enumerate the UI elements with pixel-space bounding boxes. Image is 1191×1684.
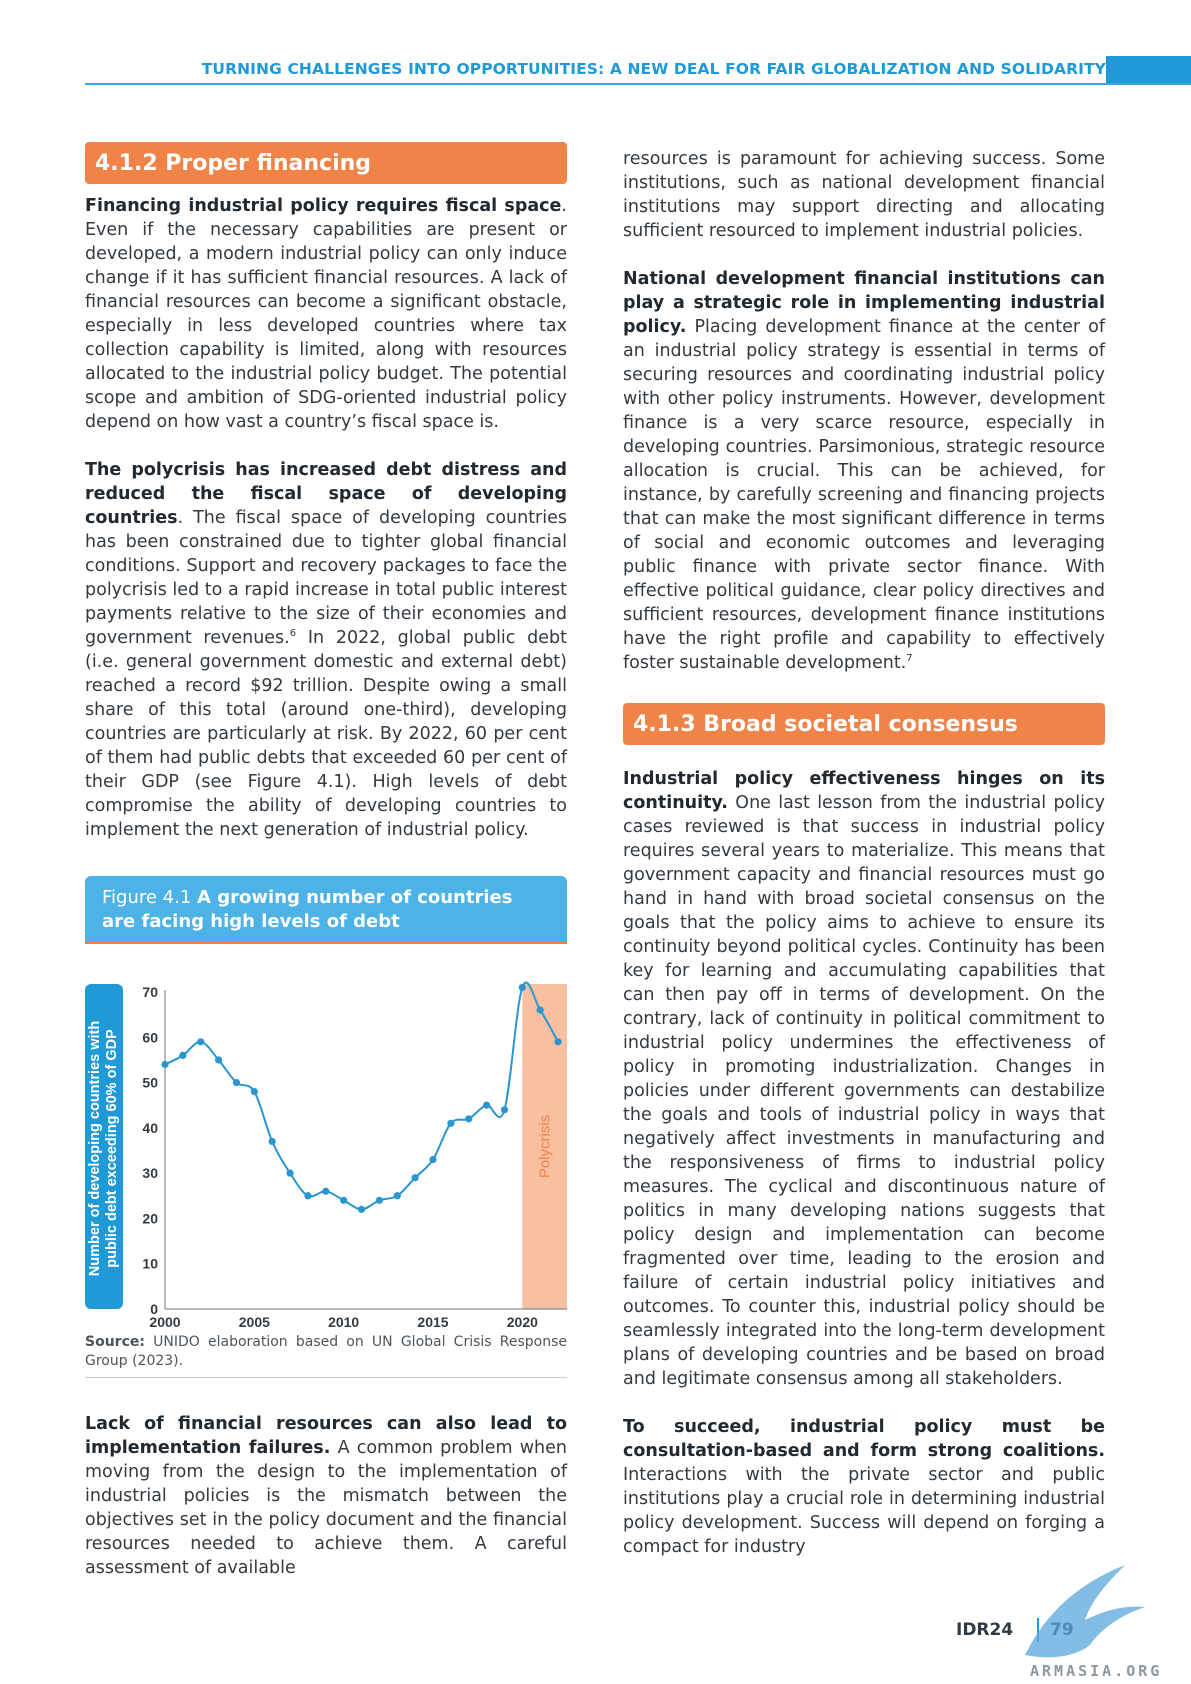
y-tick-label: 60 <box>142 1029 158 1045</box>
figure-title: A growing number of countries are facing… <box>102 887 513 932</box>
y-tick-label: 20 <box>142 1210 158 1226</box>
data-point <box>197 1038 205 1046</box>
source-label: Source: <box>85 1334 145 1350</box>
section-heading-proper-financing: 4.1.2 Proper financing <box>85 142 567 184</box>
data-point <box>429 1155 437 1164</box>
y-tick-label: 70 <box>142 984 158 1000</box>
data-point <box>232 1078 241 1087</box>
text-polycrisis-b: In 2022, global public debt (i.e. genera… <box>85 628 567 840</box>
paragraph-resources: resources is paramount for achieving suc… <box>623 149 1105 241</box>
running-header: TURNING CHALLENGES INTO OPPORTUNITIES: A… <box>201 60 1106 78</box>
y-tick-label: 30 <box>142 1165 158 1181</box>
source-rule <box>85 1377 567 1378</box>
data-point <box>536 1006 544 1014</box>
data-point <box>322 1187 330 1195</box>
data-point <box>465 1115 473 1123</box>
lead-development-finance: National development financial instituti… <box>623 269 1105 337</box>
y-tick-label: 0 <box>150 1301 158 1317</box>
data-point <box>375 1196 383 1204</box>
y-axis-label-bar <box>85 984 123 1309</box>
bird-icon <box>1025 1565 1145 1658</box>
text-continuity: One last lesson from the industrial poli… <box>623 793 1105 1389</box>
header-accent-tab <box>1106 56 1191 83</box>
left-column: 4.1.2 Proper financing Financing industr… <box>85 142 567 1580</box>
text-implementation-failures: A common problem when moving from the de… <box>85 1438 567 1578</box>
data-point <box>215 1056 223 1064</box>
watermark-text: ARMASIA.ORG <box>1030 1662 1163 1680</box>
lead-polycrisis: The polycrisis has increased debt distre… <box>85 460 567 528</box>
text-development-finance: Placing development finance at the cente… <box>623 317 1105 673</box>
footnote-ref-6[interactable]: 6 <box>289 628 297 640</box>
figure-label: Figure 4.1 <box>102 887 198 908</box>
text-polycrisis-a: . The fiscal space of developing countri… <box>85 508 567 648</box>
text-coalitions: Interactions with the private sector and… <box>623 1465 1105 1557</box>
paragraph-implementation-failures: Lack of financial resources can also lea… <box>85 1412 567 1580</box>
polycrisis-label: Polycrisis <box>537 1115 554 1178</box>
watermark-logo <box>1025 1565 1145 1658</box>
source-text: UNIDO elaboration based on UN Global Cri… <box>85 1334 567 1369</box>
polycrisis-shade <box>522 984 567 1309</box>
lead-fiscal-space: Financing industrial policy requires fis… <box>85 196 562 216</box>
y-tick-label: 10 <box>142 1256 158 1272</box>
data-point <box>161 1060 169 1069</box>
x-tick-label: 2000 <box>149 1314 180 1330</box>
figure-title-bar: Figure 4.1 A growing number of countries… <box>85 876 567 944</box>
data-point <box>411 1174 419 1182</box>
x-tick-label: 2005 <box>239 1314 270 1330</box>
data-point <box>483 1101 491 1109</box>
lead-implementation-failures: Lack of financial resources can also lea… <box>85 1414 567 1458</box>
header-rule <box>85 83 1191 85</box>
x-tick-label: 2010 <box>328 1314 359 1330</box>
report-name: IDR24 <box>956 1620 1014 1640</box>
x-tick-label: 2015 <box>417 1314 448 1330</box>
y-axis-label-line-2: public debt exceeding 60% of GDP <box>104 1029 120 1268</box>
right-column: resources is paramount for achieving suc… <box>623 147 1105 1559</box>
data-point <box>447 1119 455 1127</box>
data-point <box>357 1205 366 1213</box>
lead-continuity: Industrial policy effectiveness hinges o… <box>623 769 1105 813</box>
debt-line-chart: Number of developing countries with publ… <box>85 981 567 1330</box>
footer-divider <box>1037 1618 1039 1642</box>
data-point <box>179 1051 187 1059</box>
paragraph-polycrisis: The polycrisis has increased debt distre… <box>85 458 567 842</box>
paragraph-coalitions: To succeed, industrial policy must be co… <box>623 1415 1105 1559</box>
data-point <box>286 1169 294 1177</box>
data-point <box>518 983 526 992</box>
data-point <box>554 1038 562 1046</box>
data-point <box>250 1088 258 1096</box>
data-point <box>268 1137 276 1146</box>
y-tick-label: 40 <box>142 1120 158 1136</box>
paragraph-continuity: Industrial policy effectiveness hinges o… <box>623 767 1105 1391</box>
data-point <box>393 1192 401 1200</box>
text-fiscal-space: . Even if the necessary capabilities are… <box>85 196 567 432</box>
data-point <box>500 1106 509 1114</box>
y-tick-label: 50 <box>142 1075 158 1091</box>
figure-4-1: Figure 4.1 A growing number of countries… <box>85 876 567 1378</box>
section-heading-societal-consensus: 4.1.3 Broad societal consensus <box>623 703 1105 745</box>
x-tick-label: 2020 <box>507 1314 538 1330</box>
lead-coalitions: To succeed, industrial policy must be co… <box>623 1417 1105 1461</box>
data-point <box>340 1196 348 1204</box>
footnote-ref-7[interactable]: 7 <box>906 653 913 665</box>
y-axis-label-line-1: Number of developing countries with <box>87 1021 103 1276</box>
data-point <box>304 1192 312 1200</box>
series-line <box>164 981 559 1211</box>
paragraph-fiscal-space: Financing industrial policy requires fis… <box>85 194 567 434</box>
figure-source: Source: UNIDO elaboration based on UN Gl… <box>85 1333 567 1371</box>
paragraph-development-finance: National development financial instituti… <box>623 267 1105 675</box>
